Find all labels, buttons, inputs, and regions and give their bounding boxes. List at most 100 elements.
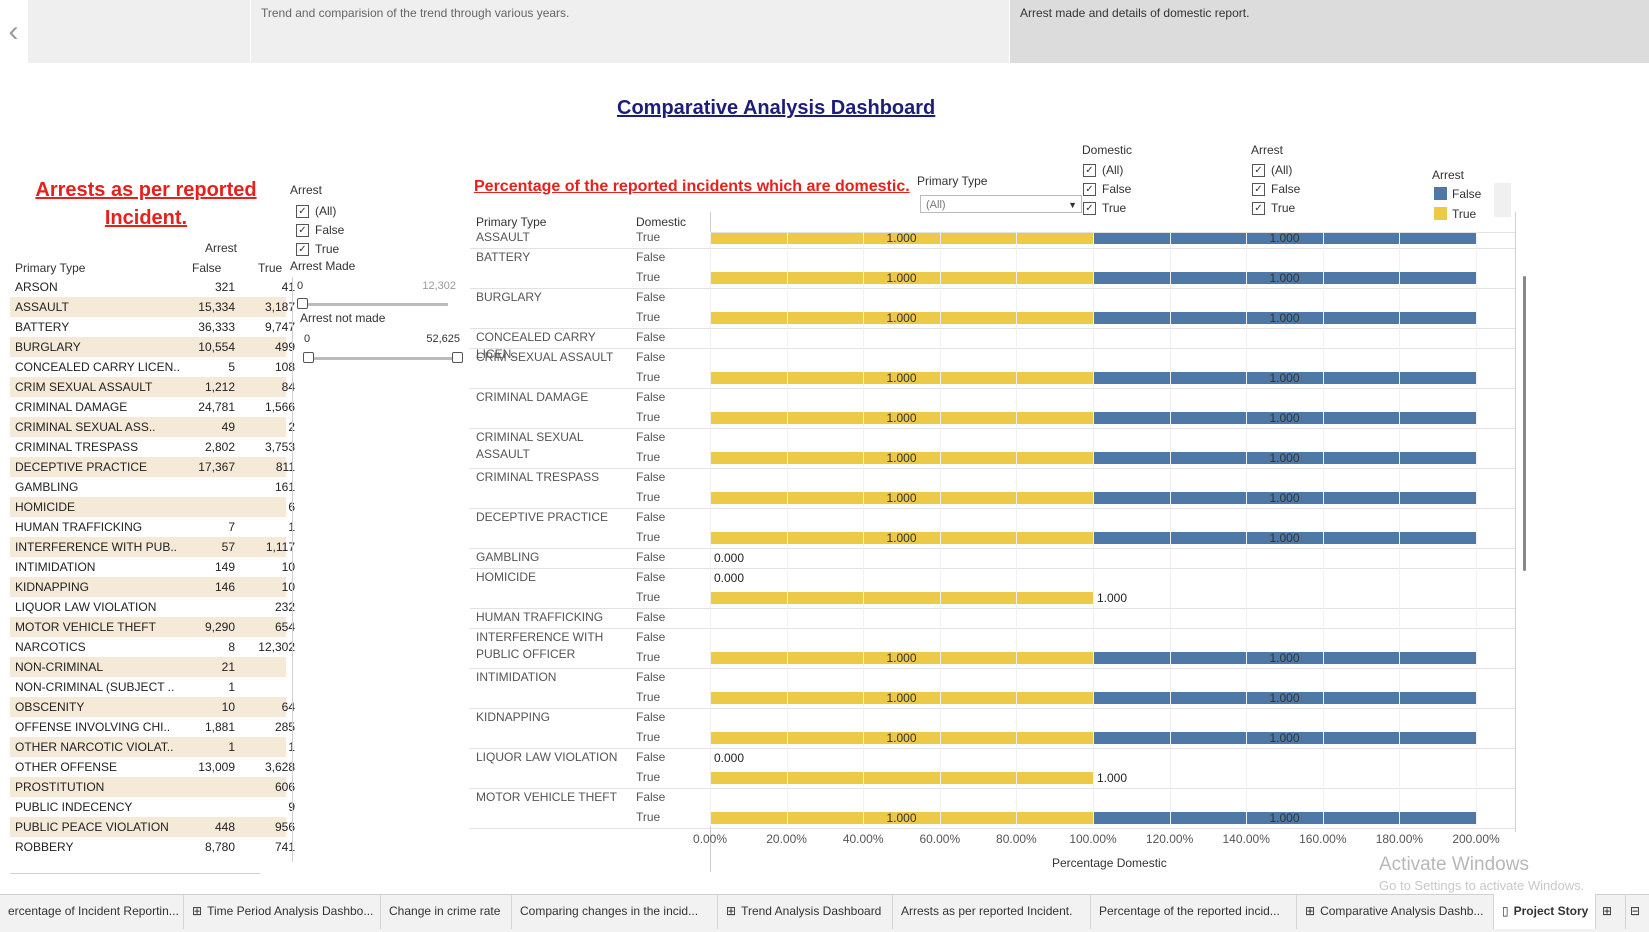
row-primary-type: OBSCENITY: [15, 700, 85, 714]
checkbox-true[interactable]: ✓ True: [296, 242, 339, 256]
row-primary-type: NON-CRIMINAL (SUBJECT ..: [15, 680, 175, 694]
tab-1[interactable]: ercentage of Incident Reportin...: [0, 894, 184, 929]
checkbox-check-icon: ✓: [1252, 163, 1265, 177]
arrest-made-handle-min[interactable]: [297, 298, 308, 309]
chart-row-domestic: False: [636, 350, 666, 364]
legend-scroll[interactable]: [1494, 183, 1511, 217]
bar-true: 1.000: [710, 372, 1093, 384]
row-false-count: 49: [221, 420, 235, 434]
row-primary-type: CRIM SEXUAL ASSAULT: [15, 380, 153, 394]
tab-label: ercentage of Incident Reportin...: [8, 904, 179, 918]
checkbox-label: False: [1102, 182, 1132, 196]
story-point-3[interactable]: Arrest made and details of domestic repo…: [1010, 0, 1649, 63]
chart-scrollbar[interactable]: [1523, 276, 1526, 571]
row-false-count: 8,780: [204, 840, 235, 854]
arrest-not-made-slider[interactable]: [307, 357, 455, 360]
tab-4[interactable]: Comparing changes in the incid...: [512, 894, 718, 929]
row-false-count: 36,333: [198, 320, 235, 334]
table-row: DECEPTIVE PRACTICE 17,367 811: [10, 457, 295, 477]
new-sheet-icon[interactable]: ⊞: [1596, 894, 1626, 929]
arrest-not-made-min: 0: [304, 333, 311, 345]
row-primary-type: LIQUOR LAW VIOLATION: [15, 600, 157, 614]
chart-domestic-header: Domestic: [636, 215, 687, 229]
chart-row-domestic: True: [636, 650, 661, 664]
row-true-count: 811: [275, 460, 295, 474]
row-false-count: 1: [228, 680, 235, 694]
chevron-left-icon[interactable]: ‹: [8, 14, 19, 48]
x-tick-label: 80.00%: [996, 832, 1037, 846]
arrest-not-made-handle-max[interactable]: [452, 352, 463, 363]
chart-row-separator: [470, 788, 1515, 789]
table-row: PROSTITUTION 606: [10, 777, 295, 797]
row-true-count: 285: [274, 720, 295, 734]
bar-true: 1.000: [710, 652, 1093, 664]
row-true-count: 1,566: [264, 400, 295, 414]
row-true-count: 2: [235, 417, 295, 437]
checkbox-all[interactable]: ✓ (All): [296, 204, 336, 218]
bar-true-label: 0.000: [714, 751, 745, 765]
tab-2[interactable]: ⊞ Time Period Analysis Dashbo...: [184, 894, 381, 929]
legend-label-true: True: [1452, 207, 1477, 221]
row-primary-type: HUMAN TRAFFICKING: [15, 520, 143, 534]
dashboard-title: Comparative Analysis Dashboard: [617, 97, 936, 119]
row-primary-type: OTHER NARCOTIC VIOLAT..: [15, 740, 174, 754]
arrest-not-made-handle-min[interactable]: [303, 352, 314, 363]
checkbox-false[interactable]: ✓ False: [296, 223, 344, 237]
row-false-count: 1,212: [204, 380, 235, 394]
row-true-count: 10: [281, 580, 295, 594]
row-true-count: 1: [235, 517, 295, 537]
table-scrollbar[interactable]: [10, 873, 260, 874]
checkbox-all[interactable]: ✓ (All): [1083, 163, 1123, 177]
story-point-2[interactable]: Trend and comparision of the trend throu…: [251, 0, 1009, 63]
tab-9[interactable]: ▯ Project Story: [1494, 894, 1596, 929]
chart-row-separator: [470, 608, 1515, 609]
chart-row-primary-type: HOMICIDE: [476, 570, 536, 584]
row-primary-type: ARSON: [15, 280, 58, 294]
primary-type-filter-label: Primary Type: [917, 174, 988, 188]
chart-row-separator: [470, 328, 1515, 329]
bar-true: 1.000: [710, 232, 1093, 244]
row-true-count: 9,747: [264, 320, 295, 334]
x-gridline: [1169, 232, 1171, 826]
checkbox-false[interactable]: ✓ False: [1083, 182, 1131, 196]
chart-row-primary-type: GAMBLING: [476, 550, 540, 564]
row-true-count: 41: [281, 280, 295, 294]
x-tick-label: 200.00%: [1452, 832, 1500, 846]
chart-row-primary-type: INTIMIDATION: [476, 670, 557, 684]
tab-5[interactable]: ⊞ Trend Analysis Dashboard: [718, 894, 893, 929]
row-true-count: 654: [274, 620, 295, 634]
story-point-1[interactable]: [28, 0, 250, 63]
chevron-down-icon: ▼: [1068, 200, 1077, 210]
tab-7[interactable]: Percentage of the reported incid...: [1091, 894, 1297, 929]
arrest-made-slider[interactable]: [300, 303, 448, 306]
false-header: False: [192, 261, 222, 275]
row-true-count: 499: [274, 340, 295, 354]
x-gridline: [1476, 232, 1477, 826]
checkbox-true[interactable]: ✓ True: [1252, 201, 1295, 215]
row-primary-type: CRIMINAL DAMAGE: [15, 400, 128, 414]
watermark-line1: Activate Windows: [1379, 854, 1529, 875]
chart-row-primary-type: LIQUOR LAW VIOLATION: [476, 750, 618, 764]
tab-label: Change in crime rate: [389, 904, 501, 918]
checkbox-false[interactable]: ✓ False: [1252, 182, 1300, 196]
chart-row-domestic: False: [636, 430, 666, 444]
chart-row-domestic: False: [636, 470, 666, 484]
checkbox-all[interactable]: ✓ (All): [1252, 163, 1292, 177]
watermark-line2: Go to Settings to activate Windows.: [1379, 878, 1585, 893]
chart-row-primary-type: MOTOR VEHICLE THEFT: [476, 790, 617, 804]
chart-row-primary-type: DECEPTIVE PRACTICE: [476, 510, 609, 524]
x-gridline: [863, 232, 865, 826]
tab-8[interactable]: ⊞ Comparative Analysis Dashb...: [1297, 894, 1494, 929]
chart-row-separator: [470, 508, 1515, 509]
chart-row-domestic: False: [636, 290, 666, 304]
tab-6[interactable]: Arrests as per reported Incident.: [893, 894, 1091, 929]
bar-true: 1.000: [710, 732, 1093, 744]
row-true-count: 10: [281, 560, 295, 574]
tab-3[interactable]: Change in crime rate: [381, 894, 512, 929]
chart-row-separator: [470, 288, 1515, 289]
table-row: ASSAULT 15,334 3,187: [10, 297, 295, 317]
checkbox-true[interactable]: ✓ True: [1083, 201, 1126, 215]
new-dashboard-icon[interactable]: ⊟: [1630, 904, 1641, 918]
primary-type-dropdown[interactable]: (All) ▼: [920, 195, 1082, 213]
arrest-filter-label: Arrest: [290, 183, 323, 197]
